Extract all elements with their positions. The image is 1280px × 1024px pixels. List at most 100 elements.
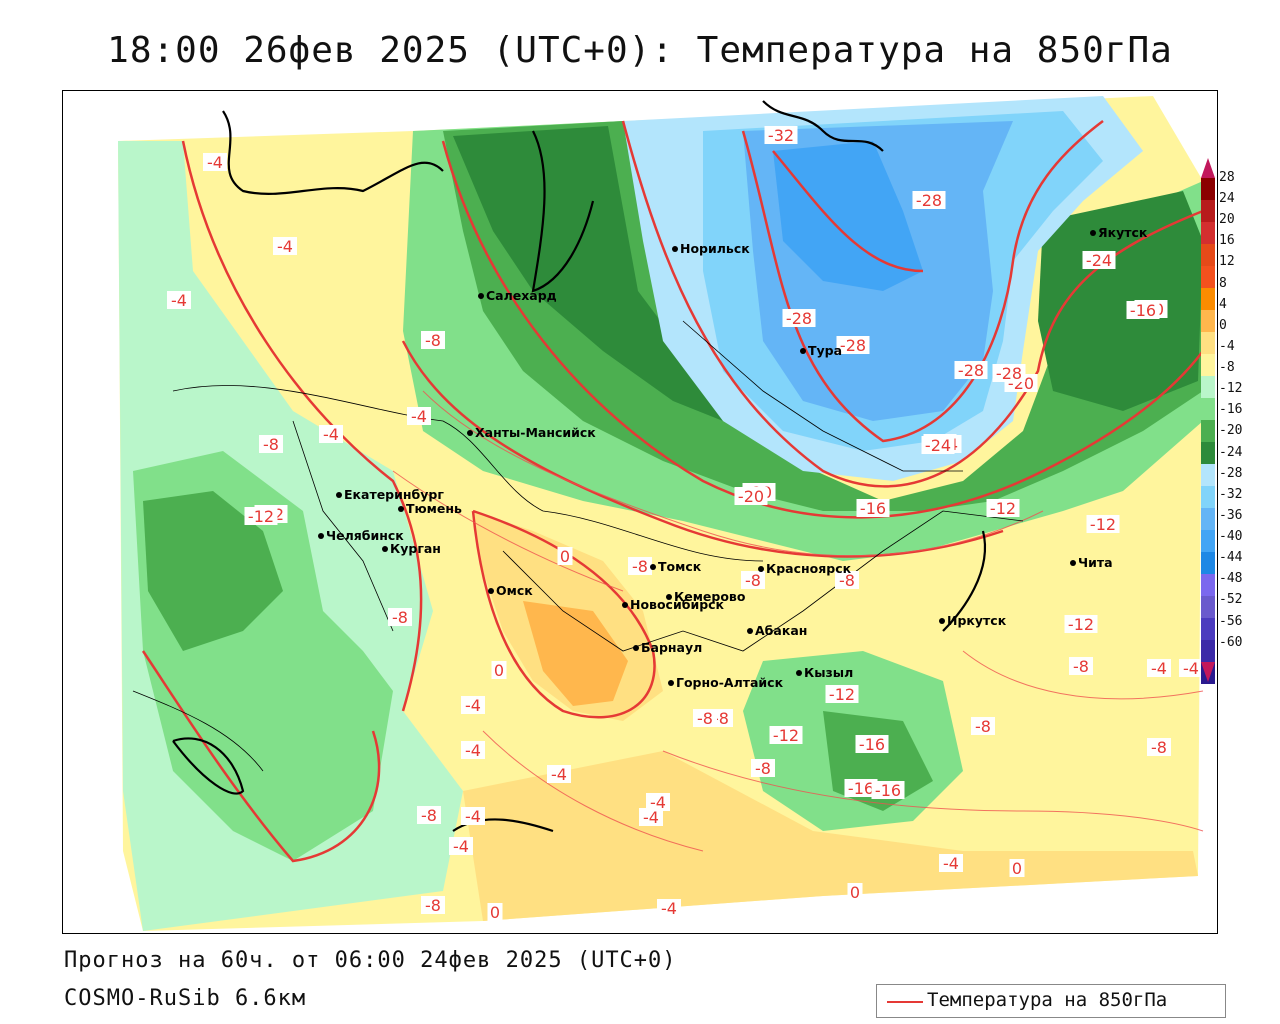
city-dot — [488, 588, 494, 594]
isotherm-label: -8 — [417, 806, 441, 825]
isotherm-label-bg — [491, 661, 507, 679]
isotherm-label: -4 — [203, 153, 227, 172]
isotherm-label-bg — [986, 499, 1020, 517]
isotherm-contours — [141, 120, 1204, 863]
isotherm-label: -8 — [421, 896, 445, 915]
colorbar-segment — [1201, 244, 1215, 266]
isotherm-label-text: 0 — [494, 661, 504, 680]
forecast-map[interactable]: -4-4-4-8-4-12-8-8-400-4-4-8-12-16-20-24-… — [62, 90, 1218, 934]
isotherm-label-bg — [421, 896, 445, 914]
city-dot — [747, 628, 753, 634]
isotherm-label-bg — [259, 435, 283, 453]
isotherm-label: -4 — [407, 407, 431, 426]
city-dot — [622, 602, 628, 608]
city-dot — [382, 546, 388, 552]
colorbar-tick-label: -40 — [1219, 529, 1243, 545]
isotherm-label-bg — [461, 741, 485, 759]
city-label: Новосибирск — [630, 597, 725, 612]
isotherm-label-text: -8 — [839, 571, 855, 590]
isotherm-label-bg — [547, 765, 571, 783]
isotherm-label: -8 — [421, 331, 445, 350]
isotherm-label-text: -4 — [277, 237, 293, 256]
isotherm-label: -16 — [1126, 301, 1160, 320]
isotherm-label-bg — [741, 571, 765, 589]
colorbar-segment — [1201, 596, 1215, 618]
city-dot — [478, 293, 484, 299]
city-marker: Кызыл — [796, 665, 853, 680]
colorbar-segment — [1201, 376, 1215, 398]
isotherm-label: -4 — [1179, 659, 1203, 678]
city-dot — [668, 680, 674, 686]
city-marker: Чита — [1070, 555, 1113, 570]
city-label: Ханты-Мансийск — [475, 425, 596, 440]
isotherm-label-text: -32 — [768, 126, 794, 145]
isotherm-label: -8 — [751, 759, 775, 778]
isotherm-label-bg — [855, 735, 889, 753]
city-dot — [650, 564, 656, 570]
isotherm-label: -8 — [693, 709, 717, 728]
isotherm-label: -28 — [836, 336, 870, 355]
isotherm-label-text: -16 — [1130, 301, 1156, 320]
isotherm-label: -12 — [986, 499, 1020, 518]
colorbar-segment — [1201, 200, 1215, 222]
isotherm-label-text: -12 — [248, 507, 274, 526]
colorbar-segment — [1201, 530, 1215, 552]
isotherm-label-bg — [782, 309, 816, 327]
city-label: Курган — [390, 541, 441, 556]
isotherm-label-text: -12 — [990, 499, 1016, 518]
isotherm-label-bg — [417, 806, 441, 824]
isotherm-label-text: -4 — [453, 837, 469, 856]
city-marker: Екатеринбург — [336, 487, 444, 502]
isotherm-label-text: -8 — [745, 571, 761, 590]
isotherm-label-bg — [954, 361, 988, 379]
colorbar-tick-label: -44 — [1219, 550, 1243, 566]
isotherm-label: -4 — [1147, 659, 1171, 678]
city-dot — [467, 430, 473, 436]
city-marker: Новосибирск — [622, 597, 725, 612]
isotherm-label: -16 — [855, 735, 889, 754]
isotherm-label: -4 — [939, 854, 963, 873]
colorbar-tick-label: -20 — [1219, 423, 1243, 439]
isotherm-labels: -4-4-4-8-4-12-8-8-400-4-4-8-12-16-20-24-… — [167, 126, 1203, 922]
isotherm-label-text: -8 — [425, 896, 441, 915]
isotherm-label: -8 — [388, 608, 412, 627]
isotherm-label: 0 — [847, 883, 863, 902]
isotherm-label-bg — [921, 436, 955, 454]
isotherm-label-text: -28 — [996, 364, 1022, 383]
isotherm-label-bg — [1147, 659, 1171, 677]
isotherm-label: -4 — [639, 808, 663, 827]
city-marker: Норильск — [672, 241, 750, 256]
isotherm-label-text: 0 — [490, 903, 500, 922]
colorbar-tick-label: 24 — [1219, 191, 1235, 207]
isotherm-label-text: -8 — [713, 709, 729, 728]
city-dot — [796, 670, 802, 676]
isotherm-label-text: -16 — [860, 499, 886, 518]
city-label: Кызыл — [804, 665, 853, 680]
city-label: Красноярск — [766, 561, 852, 576]
city-label: Тюмень — [406, 501, 462, 516]
colorbar-segment — [1201, 508, 1215, 530]
isotherm-label-text: -8 — [392, 608, 408, 627]
isotherm-label-bg — [939, 854, 963, 872]
isotherm-label-bg — [856, 499, 890, 517]
isotherm-label-bg — [461, 807, 485, 825]
isotherm-label-text: -4 — [171, 291, 187, 310]
isotherm-label-text: -8 — [263, 435, 279, 454]
isotherm-label-bg — [825, 685, 859, 703]
colorbar-tick-label: -24 — [1219, 444, 1243, 460]
isotherm-label-text: -4 — [1183, 659, 1199, 678]
city-label: Барнаул — [641, 640, 702, 655]
colorbar-segment — [1201, 398, 1215, 420]
isotherm-label: -16 — [844, 779, 878, 798]
isotherm-label: -20 — [734, 487, 768, 506]
city-marker: Барнаул — [633, 640, 702, 655]
isotherm-label: -4 — [449, 837, 473, 856]
isotherm-label: -4 — [273, 237, 297, 256]
isotherm-label: -12 — [244, 507, 278, 526]
city-label: Челябинск — [326, 528, 404, 543]
colorbar-tick-label: -16 — [1219, 402, 1243, 418]
isotherm-label-text: -12 — [773, 726, 799, 745]
isotherm-label-bg — [167, 291, 191, 309]
colorbar-tick-label: 8 — [1219, 275, 1227, 291]
city-marker: Салехард — [478, 288, 557, 303]
